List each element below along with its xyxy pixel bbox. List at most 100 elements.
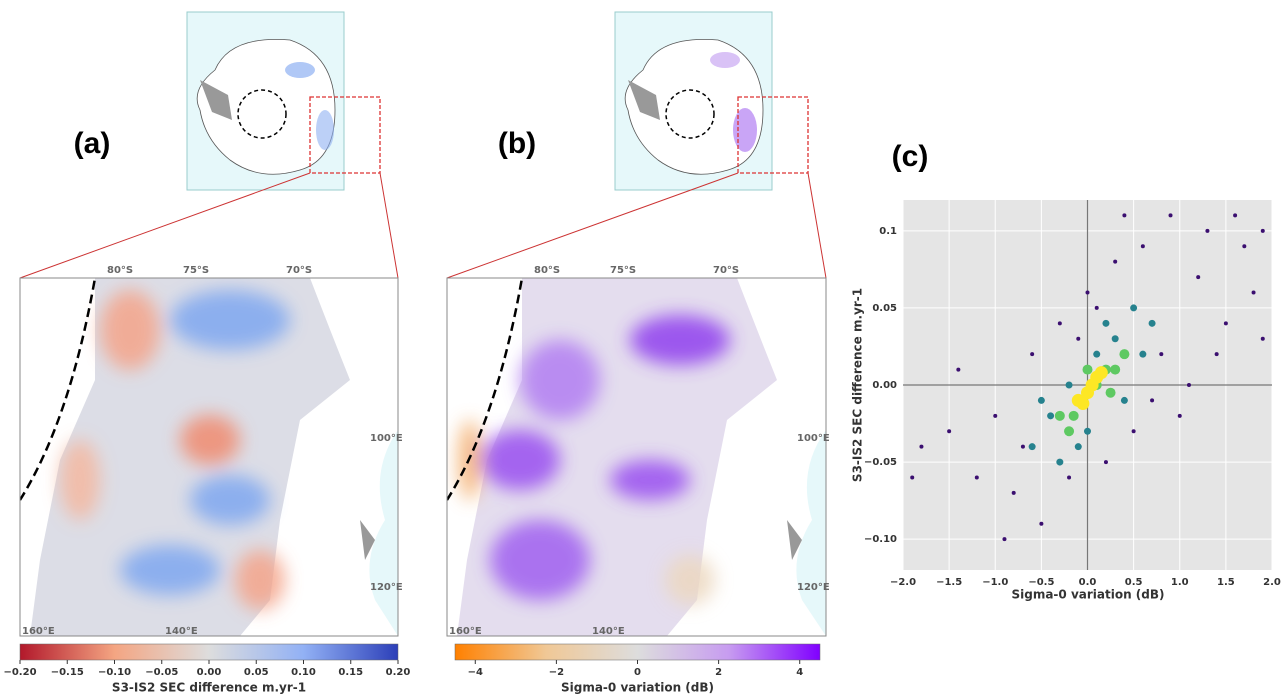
point [1260, 228, 1265, 233]
point [1037, 396, 1045, 404]
colorbar-tick-label: 0.20 [386, 667, 411, 678]
x-tick-label: 1.5 [1217, 577, 1235, 588]
point [1196, 275, 1201, 280]
colorbar [19, 643, 399, 661]
point [1251, 290, 1256, 295]
panel-label: (c) [892, 140, 929, 173]
point [1177, 413, 1182, 418]
y-tick-label: −0.05 [864, 457, 897, 468]
point [1076, 336, 1081, 341]
point [1130, 304, 1138, 312]
point [1102, 319, 1110, 327]
lat-label: 80°S [534, 265, 560, 276]
colorbar-tick-label: −0.20 [3, 667, 36, 678]
lon-label: 140°E [165, 626, 198, 637]
point [1120, 396, 1128, 404]
point [1105, 387, 1116, 398]
lat-label: 80°S [107, 265, 133, 276]
point [1047, 412, 1055, 420]
point [1028, 443, 1036, 451]
point [1011, 490, 1016, 495]
point [1131, 429, 1136, 434]
inset-map-a [19, 11, 399, 279]
lat-label: 70°S [713, 265, 739, 276]
point [1168, 213, 1173, 218]
x-tick-label: −1.5 [936, 577, 962, 588]
y-tick-label: 0.1 [879, 226, 897, 237]
point [910, 475, 915, 480]
point [993, 413, 998, 418]
lon-label: 120°E [797, 582, 830, 593]
point [1056, 458, 1064, 466]
point [1054, 410, 1065, 421]
point [1030, 352, 1035, 357]
point [1140, 244, 1145, 249]
point [1260, 336, 1265, 341]
x-tick-label: 0.0 [1079, 577, 1097, 588]
lon-label: 160°E [449, 626, 482, 637]
point [1214, 352, 1219, 357]
lon-label: 100°E [370, 433, 403, 444]
colorbar-tick-label: 0 [634, 667, 641, 678]
y-tick-label: −0.10 [864, 534, 897, 545]
x-axis-label: Sigma-0 variation (dB) [1011, 588, 1164, 602]
x-tick-label: −0.5 [1028, 577, 1054, 588]
x-tick-label: 0.5 [1125, 577, 1143, 588]
point [1119, 349, 1130, 360]
colorbar-tick-label: −4 [468, 667, 483, 678]
point [1223, 321, 1228, 326]
x-tick-label: 1.0 [1171, 577, 1189, 588]
point [1085, 290, 1090, 295]
point [1233, 213, 1238, 218]
point [1094, 366, 1108, 380]
map-a-frame [19, 277, 399, 637]
point [1002, 537, 1007, 542]
colorbar-tick-label: 4 [796, 667, 803, 678]
point [1139, 350, 1147, 358]
panel-label: (b) [498, 127, 536, 160]
point [1076, 397, 1090, 410]
point [1084, 427, 1091, 435]
y-axis-label: S3-IS2 SEC difference m.yr-1 [851, 288, 865, 482]
point [1094, 305, 1099, 310]
colorbar [454, 643, 821, 661]
x-tick-label: 2.0 [1263, 577, 1281, 588]
colorbar-tick-label: 0.05 [244, 667, 269, 678]
y-tick-label: 0.00 [872, 380, 897, 391]
colorbar-tick-label: −0.15 [51, 667, 84, 678]
point [1074, 443, 1082, 451]
point [1085, 378, 1099, 392]
point [1113, 259, 1118, 264]
map-b [447, 278, 826, 636]
lon-label: 100°E [797, 433, 830, 444]
colorbar-tick-label: −0.05 [145, 667, 178, 678]
point [1057, 321, 1062, 326]
point [1064, 426, 1075, 437]
point [1122, 213, 1127, 218]
panel-label: (a) [74, 127, 111, 160]
point [1148, 319, 1156, 327]
point [974, 475, 979, 480]
point [1020, 444, 1025, 449]
point [1067, 475, 1072, 480]
x-tick-label: −1.0 [982, 577, 1008, 588]
point [1039, 521, 1044, 526]
point [1150, 398, 1155, 403]
colorbar-tick-label: 0.15 [338, 667, 363, 678]
lat-label: 75°S [183, 265, 209, 276]
lon-label: 120°E [370, 582, 403, 593]
point [919, 444, 924, 449]
point [1111, 335, 1119, 343]
colorbar-label: S3-IS2 SEC difference m.yr-1 [112, 681, 306, 695]
point [1186, 383, 1191, 387]
y-tick-label: 0.05 [872, 303, 897, 314]
point [1103, 460, 1108, 465]
point [1205, 228, 1210, 233]
colorbar-tick-label: 2 [715, 667, 722, 678]
inset-map-b [446, 11, 827, 279]
x-tick-label: −2.0 [890, 577, 916, 588]
colorbar-tick-label: 0.10 [291, 667, 316, 678]
point [1082, 364, 1093, 375]
colorbar-label: Sigma-0 variation (dB) [561, 681, 714, 695]
